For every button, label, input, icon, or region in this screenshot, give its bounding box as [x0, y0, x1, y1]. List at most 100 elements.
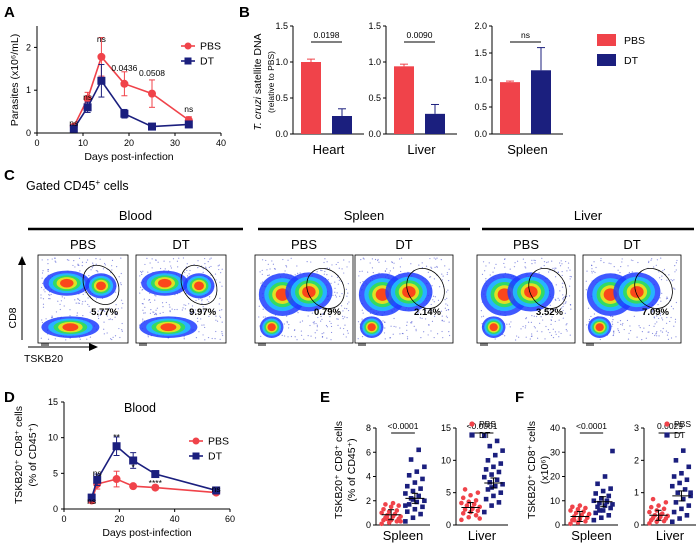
event-dot	[393, 262, 395, 264]
event-dot	[221, 333, 223, 335]
event-dot	[384, 327, 386, 329]
event-dot	[168, 304, 170, 306]
event-dot	[636, 336, 638, 338]
event-dot	[42, 303, 45, 305]
data-point-dt	[410, 515, 416, 521]
event-dot	[567, 267, 569, 269]
gate-ellipse	[528, 267, 567, 309]
event-dot	[98, 317, 100, 320]
event-dot	[329, 320, 331, 322]
event-dot	[118, 276, 120, 278]
event-dot	[540, 266, 542, 269]
event-dot	[76, 312, 78, 314]
event-dot	[120, 282, 122, 284]
event-dot	[670, 279, 672, 281]
density-layer	[630, 286, 644, 298]
event-dot	[445, 315, 448, 317]
event-dot	[621, 258, 623, 260]
event-dot	[312, 321, 314, 324]
event-dot	[283, 323, 285, 325]
event-dot	[485, 278, 487, 280]
event-dot	[632, 259, 634, 262]
event-dot	[299, 272, 301, 274]
event-dot	[639, 327, 641, 329]
event-dot	[527, 321, 530, 323]
data-point-pbs	[459, 500, 464, 506]
data-point-dt	[606, 513, 612, 518]
event-dot	[562, 317, 564, 319]
event-dot	[661, 292, 663, 295]
event-dot	[121, 330, 123, 332]
event-dot	[347, 283, 349, 285]
data-point-dt	[494, 477, 500, 483]
y-axis-label-rest: satellite DNA	[252, 33, 264, 97]
data-point-dt	[593, 491, 598, 496]
legend-label-dt: DT	[624, 55, 639, 67]
event-dot	[282, 258, 284, 261]
event-dot	[425, 265, 428, 267]
event-dot	[142, 309, 144, 311]
event-dot	[297, 272, 299, 275]
event-dot	[531, 263, 533, 265]
event-dot	[139, 292, 141, 294]
event-dot	[653, 266, 655, 268]
data-point-dt	[498, 461, 504, 466]
event-dot	[663, 268, 666, 271]
event-dot	[591, 268, 593, 270]
data-point-pbs	[462, 507, 468, 512]
data-point-dt	[688, 490, 693, 495]
event-dot	[344, 307, 346, 309]
event-dot	[214, 337, 216, 340]
event-dot	[480, 310, 482, 312]
event-dot	[335, 263, 337, 266]
event-dot	[665, 298, 668, 300]
y-tick-label: 3	[634, 423, 639, 433]
event-dot	[651, 332, 654, 335]
data-point-dt	[410, 497, 416, 502]
data-point-pbs	[148, 89, 156, 98]
event-dot	[562, 294, 564, 296]
y-axis-label: T. cruzi satellite DNA	[252, 33, 264, 130]
event-dot	[362, 281, 364, 283]
event-dot	[147, 271, 149, 273]
event-dot	[164, 268, 166, 270]
event-dot	[630, 259, 633, 261]
event-dot	[651, 311, 653, 313]
event-dot	[324, 258, 326, 260]
condition-label-pbs: PBS	[513, 237, 539, 252]
event-dot	[54, 338, 56, 340]
event-dot	[415, 328, 417, 330]
data-point-dt	[597, 500, 602, 506]
event-dot	[119, 336, 121, 339]
data-point-dt	[669, 483, 675, 489]
event-dot	[121, 307, 123, 309]
event-dot	[371, 267, 374, 269]
event-dot	[421, 317, 423, 319]
event-dot	[610, 263, 612, 265]
data-point-dt	[496, 500, 502, 505]
event-dot	[330, 325, 333, 328]
event-dot	[622, 322, 624, 325]
event-dot	[541, 257, 543, 260]
bar-subplot-spleen: 0.0 0.5 1.0 1.5 2.0 ns Spleen	[474, 21, 563, 157]
y-tick-label: 1.0	[275, 57, 288, 67]
event-dot	[619, 272, 621, 274]
data-point-dt	[416, 493, 421, 499]
event-dot	[662, 270, 664, 272]
data-point-pbs	[475, 490, 481, 495]
event-dot	[306, 261, 308, 263]
event-dot	[569, 275, 571, 278]
event-dot	[361, 270, 363, 272]
event-dot	[208, 301, 210, 303]
data-point-dt	[97, 76, 106, 85]
event-dot	[272, 263, 274, 265]
event-dot	[149, 312, 151, 314]
event-dot	[197, 267, 199, 269]
y-tick-label: 0.0	[474, 129, 487, 139]
event-dot	[284, 335, 286, 337]
event-dot	[621, 324, 624, 326]
event-dot	[399, 333, 401, 335]
data-point-dt	[403, 519, 408, 524]
flow-plot-5: PBS 3.52%	[476, 237, 576, 346]
data-point-dt	[606, 493, 612, 499]
